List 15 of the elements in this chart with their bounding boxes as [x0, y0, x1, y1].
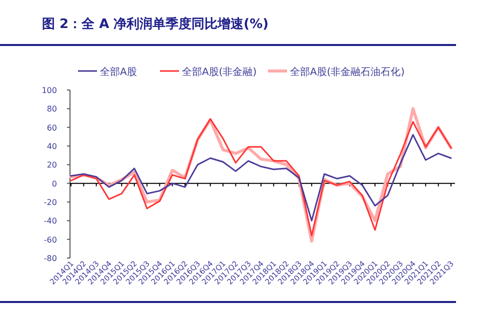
y-tick-label: 0	[52, 179, 57, 188]
line-series	[70, 134, 452, 222]
y-tick-label: 60	[46, 123, 57, 132]
chart-title: 图 2：全 A 净利润单季度同比增速(%)	[42, 16, 269, 32]
y-tick-label: -60	[44, 235, 57, 244]
legend-label: 全部A股(非金融)	[182, 66, 257, 78]
y-tick-label: 100	[42, 86, 57, 95]
y-tick-label: -40	[44, 216, 57, 226]
y-tick-label: 40	[46, 142, 57, 151]
legend-label: 全部A股(非金融石油石化)	[290, 66, 405, 78]
y-tick-label: -80	[44, 254, 57, 263]
y-tick-label: -20	[44, 198, 57, 207]
y-tick-label: 20	[46, 160, 57, 170]
y-tick-label: 80	[46, 104, 57, 114]
legend-label: 全部A股	[100, 66, 137, 78]
